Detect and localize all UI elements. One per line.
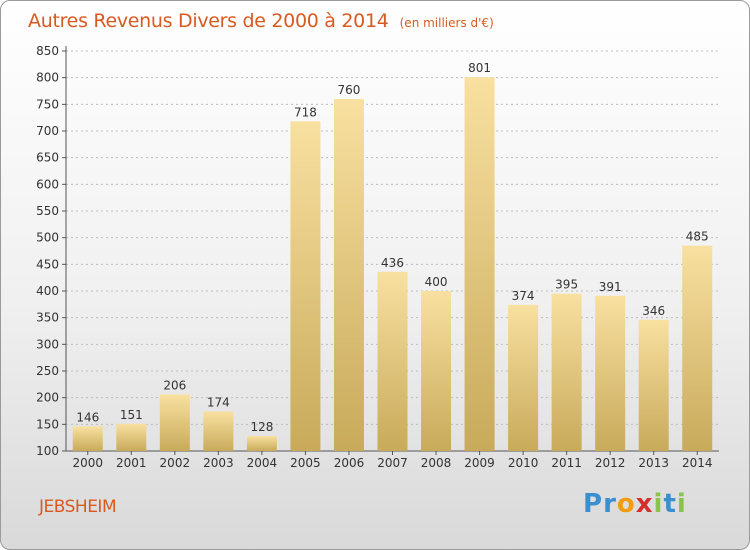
data-label-2013: 346 <box>642 304 665 318</box>
proxiti-logo: Proxiti <box>583 489 687 519</box>
data-label-2006: 760 <box>338 83 361 97</box>
data-label-2014: 485 <box>686 230 709 244</box>
y-tick-label: 200 <box>36 391 59 405</box>
bar-2001 <box>116 423 147 451</box>
data-label-2000: 146 <box>76 410 99 424</box>
logo-letter: t <box>663 489 677 519</box>
bar-2009 <box>464 77 495 451</box>
bar-2008 <box>421 291 452 451</box>
x-tick-label: 2005 <box>290 456 321 470</box>
x-tick-label: 2001 <box>116 456 147 470</box>
logo-letter: o <box>616 489 636 519</box>
logo-letter: i <box>653 489 664 519</box>
x-tick-label: 2000 <box>72 456 103 470</box>
bar-2011 <box>551 293 582 451</box>
bar-2000 <box>72 426 103 451</box>
y-tick-label: 800 <box>36 71 59 85</box>
data-label-2010: 374 <box>512 289 535 303</box>
data-label-2012: 391 <box>599 280 622 294</box>
x-tick-label: 2010 <box>508 456 539 470</box>
chart-title: Autres Revenus Divers de 2000 à 2014 <box>28 10 389 32</box>
commune-name: JEBSHEIM <box>39 497 117 517</box>
x-tick-label: 2012 <box>595 456 626 470</box>
x-tick-label: 2014 <box>682 456 713 470</box>
x-tick-label: 2009 <box>464 456 495 470</box>
bar-2005 <box>290 121 321 452</box>
y-tick-label: 450 <box>36 257 59 271</box>
y-tick-label: 700 <box>36 124 59 138</box>
data-label-2003: 174 <box>207 396 230 410</box>
x-tick-label: 2011 <box>551 456 582 470</box>
bar-2007 <box>377 271 408 451</box>
y-tick-label: 400 <box>36 284 59 298</box>
y-tick-label: 750 <box>36 97 59 111</box>
bar-2014 <box>682 245 713 451</box>
x-tick-label: 2002 <box>160 456 191 470</box>
bar-2004 <box>246 436 277 451</box>
data-label-2007: 436 <box>381 256 404 270</box>
data-label-2008: 400 <box>425 275 448 289</box>
y-tick-label: 650 <box>36 151 59 165</box>
logo-letter: r <box>603 489 617 519</box>
y-tick-label: 300 <box>36 337 59 351</box>
data-label-2004: 128 <box>250 420 273 434</box>
x-tick-label: 2008 <box>421 456 452 470</box>
bar-2010 <box>508 304 539 451</box>
bar-2003 <box>203 411 234 451</box>
logo-letter: P <box>583 489 604 519</box>
y-tick-label: 150 <box>36 417 59 431</box>
data-label-2011: 395 <box>555 278 578 292</box>
bar-2012 <box>595 295 626 451</box>
y-tick-label: 500 <box>36 231 59 245</box>
y-tick-label: 250 <box>36 364 59 378</box>
x-tick-label: 2003 <box>203 456 234 470</box>
x-tick-label: 2006 <box>334 456 365 470</box>
y-tick-label: 600 <box>36 177 59 191</box>
data-label-2001: 151 <box>120 408 143 422</box>
x-tick-label: 2013 <box>638 456 669 470</box>
y-tick-label: 350 <box>36 311 59 325</box>
y-tick-label: 550 <box>36 204 59 218</box>
chart-title-block: Autres Revenus Divers de 2000 à 2014 (en… <box>28 10 494 32</box>
logo-letter: x <box>635 489 654 519</box>
x-tick-label: 2004 <box>247 456 278 470</box>
x-tick-label: 2007 <box>377 456 408 470</box>
y-tick-label: 100 <box>36 444 59 458</box>
logo-letter: i <box>676 489 687 519</box>
data-label-2002: 206 <box>163 378 186 392</box>
chart-unit: (en milliers d'€) <box>399 16 494 30</box>
data-label-2009: 801 <box>468 61 491 75</box>
y-tick-label: 850 <box>36 44 59 58</box>
bar-2006 <box>333 99 364 451</box>
bar-2013 <box>638 319 669 451</box>
bar-2002 <box>159 394 190 451</box>
data-label-2005: 718 <box>294 105 317 119</box>
